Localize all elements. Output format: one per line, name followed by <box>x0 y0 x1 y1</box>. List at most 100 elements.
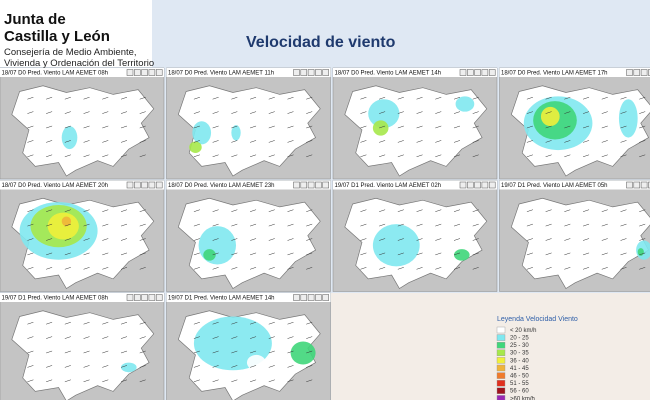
wind-arrow <box>102 238 109 241</box>
wind-arrow <box>27 238 34 241</box>
wind-arrow <box>453 125 461 129</box>
wind-arrow <box>102 154 109 158</box>
department: Consejería de Medio Ambiente, <box>4 47 137 58</box>
wind-arrow <box>435 125 442 129</box>
wind-arrow <box>620 223 627 227</box>
wind-arrow <box>582 209 590 212</box>
map-panel: 18/07 D0 Pred. Viento LAM AEMET 23h <box>166 180 331 292</box>
wind-arrow <box>397 125 404 129</box>
wind-arrow <box>416 209 423 212</box>
legend-swatch <box>496 349 506 356</box>
wind-arrow <box>416 238 423 241</box>
wind-arrow <box>193 209 200 212</box>
map-panel: 18/07 D0 Pred. Viento LAM AEMET 20h <box>0 180 165 292</box>
wind-arrow <box>212 209 219 212</box>
wind-arrow <box>83 267 90 270</box>
wind-arrow <box>46 96 53 100</box>
wind-arrow <box>231 238 238 241</box>
wind-arrow <box>193 140 200 143</box>
wind-arrow <box>268 321 275 325</box>
wind-arrow <box>27 267 34 270</box>
wind-arrow <box>306 96 313 100</box>
wind-arrow <box>287 350 294 354</box>
wind-arrow <box>360 125 367 129</box>
wind-arrow <box>268 350 275 354</box>
wind-arrow <box>268 267 275 270</box>
toolbar-button <box>481 69 489 76</box>
wind-arrow <box>397 252 404 256</box>
wind-area <box>290 341 316 365</box>
wind-arrow <box>545 223 552 227</box>
wind-arrow <box>212 223 219 227</box>
wind-arrow <box>545 140 552 143</box>
panel-label: 18/07 D0 Pred. Viento LAM AEMET 20h <box>2 183 109 189</box>
wind-arrow <box>27 252 34 256</box>
wind-arrow <box>397 238 404 241</box>
wind-arrow <box>83 379 90 383</box>
wind-arrow <box>526 238 533 241</box>
wind-arrow <box>601 111 608 114</box>
wind-arrow <box>231 209 238 212</box>
wind-arrow <box>102 336 109 339</box>
wind-area <box>61 216 72 227</box>
toolbar-button <box>467 69 474 76</box>
wind-arrow <box>472 96 479 100</box>
wind-arrow <box>212 111 219 114</box>
wind-arrow <box>83 365 90 368</box>
wind-arrow <box>306 223 313 227</box>
wind-arrow <box>27 96 34 100</box>
wind-arrow <box>231 267 238 270</box>
wind-arrow <box>212 336 219 339</box>
wind-arrow <box>582 111 590 114</box>
wind-arrow <box>601 140 608 143</box>
wind-area <box>455 96 475 112</box>
wind-arrow <box>545 252 552 256</box>
toolbar-button <box>141 294 148 301</box>
toolbar-button <box>155 69 163 76</box>
map-panel: 19/07 D1 Pred. Viento LAM AEMET 02h <box>332 180 498 292</box>
wind-arrow <box>231 252 238 256</box>
wind-arrow <box>582 96 590 100</box>
wind-arrow <box>287 365 294 368</box>
wind-arrow <box>268 96 275 100</box>
toolbar-button <box>148 69 156 76</box>
wind-arrow <box>64 209 71 212</box>
wind-arrow <box>582 140 590 143</box>
legend-label: >60 km/h <box>510 396 535 400</box>
wind-arrow <box>379 252 386 256</box>
wind-area <box>372 120 389 136</box>
wind-arrow <box>287 111 294 114</box>
toolbar-button <box>126 69 134 76</box>
wind-arrow <box>453 209 461 212</box>
wind-arrow <box>545 111 552 114</box>
wind-arrow <box>64 267 71 270</box>
toolbar-button <box>467 181 474 189</box>
toolbar-button <box>141 181 148 189</box>
wind-arrow <box>102 350 109 354</box>
wind-arrow <box>397 209 404 212</box>
wind-arrow <box>360 209 367 212</box>
wind-arrow <box>472 252 479 256</box>
wind-arrow <box>620 111 627 114</box>
wind-arrow <box>83 125 90 129</box>
toolbar-button <box>307 294 315 301</box>
legend-label: 25 - 30 <box>510 343 529 349</box>
wind-arrow <box>435 209 442 212</box>
region-map <box>177 197 321 289</box>
wind-arrow <box>397 96 404 100</box>
wind-arrow <box>193 154 200 158</box>
wind-arrow <box>620 209 627 212</box>
wind-arrow <box>120 350 128 354</box>
legend-title: Leyenda Velocidad Viento <box>497 316 578 323</box>
wind-area <box>47 212 79 240</box>
wind-arrow <box>379 96 386 100</box>
wind-arrow <box>268 209 275 212</box>
wind-arrow <box>564 154 571 158</box>
wind-arrow <box>193 379 200 383</box>
wind-arrow <box>435 154 442 158</box>
panel-header <box>166 293 331 302</box>
wind-arrow <box>564 252 571 256</box>
wind-arrow <box>472 223 479 227</box>
wind-area <box>637 248 644 256</box>
wind-arrow <box>306 154 313 158</box>
